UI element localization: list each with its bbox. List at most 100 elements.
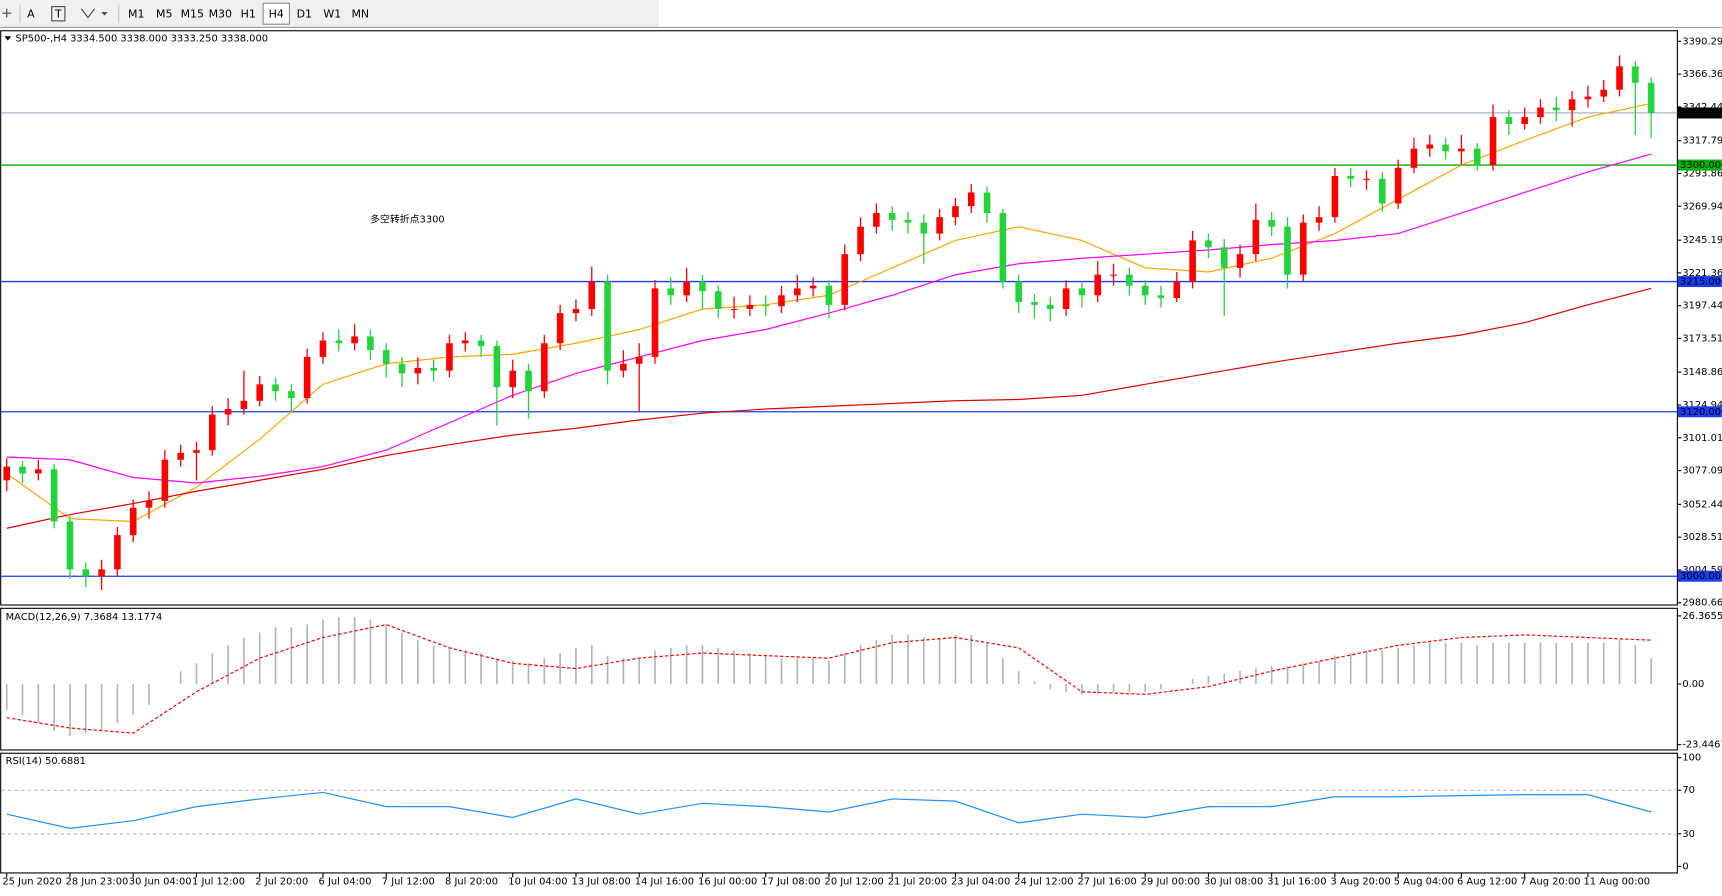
candle-body — [952, 206, 959, 218]
x-tick-label: 20 Jul 12:00 — [825, 877, 884, 888]
timeframe-button[interactable]: M1 — [128, 7, 144, 20]
level-label: 3000.000 — [1680, 571, 1722, 582]
chart-area: 3390.290 3366.365 3342.440 3317.790 3293.865… — [0, 30, 1722, 888]
timeframe-button[interactable]: M30 — [209, 7, 232, 20]
shapes-tool[interactable] — [80, 8, 96, 19]
candle-body — [714, 291, 722, 309]
candle-body — [1268, 219, 1275, 227]
panel-frame — [0, 607, 1678, 751]
x-tick-label: 25 Jun 2020 — [2, 877, 61, 888]
candle-body — [50, 469, 58, 522]
candle-body — [1489, 117, 1497, 166]
candle-body — [208, 414, 216, 451]
candle-body — [588, 281, 596, 309]
candle-body — [1410, 148, 1418, 168]
timeframe-button[interactable]: W1 — [323, 7, 341, 20]
candle-body — [1347, 176, 1355, 179]
candle-body — [541, 343, 548, 392]
y-tick-label: 3101.015 — [1682, 433, 1722, 444]
candle-body — [556, 313, 564, 344]
candle-body — [1047, 304, 1054, 309]
timeframe-button[interactable]: D1 — [297, 7, 312, 20]
x-tick-label: 7 Aug 20:00 — [1520, 877, 1580, 888]
candle-body — [1552, 107, 1560, 111]
candle-body — [604, 281, 611, 371]
candle-body — [1126, 274, 1133, 286]
y-tick-label: -23.4467 — [1682, 740, 1722, 751]
candle-body — [1252, 219, 1260, 255]
level-label: 3300.000 — [1680, 160, 1722, 171]
candle-body — [572, 308, 580, 314]
candle-body — [809, 285, 817, 289]
y-tick-label: 3269.940 — [1682, 201, 1722, 212]
candle-body — [1458, 148, 1465, 152]
candle-body — [983, 192, 991, 214]
y-tick-label: 3173.515 — [1682, 333, 1722, 344]
x-tick-label: 2 Jul 20:00 — [255, 877, 308, 888]
candle-body — [145, 500, 153, 508]
toolbar-bg — [0, 0, 659, 28]
candle-body — [1647, 82, 1655, 113]
candle-body — [999, 213, 1007, 282]
candle-body — [1616, 66, 1623, 90]
candle-body — [509, 370, 516, 388]
y-tick-label: 3366.365 — [1682, 69, 1722, 80]
panel-frame — [0, 752, 1678, 874]
y-tick-label: 3317.790 — [1682, 136, 1722, 147]
candle-body — [1394, 167, 1402, 204]
x-tick-label: 6 Jul 04:00 — [319, 877, 372, 888]
y-tick-label: 0.00 — [1682, 679, 1704, 690]
y-tick-label: 26.3655 — [1682, 611, 1722, 622]
candle-body — [446, 343, 453, 371]
candle-body — [936, 217, 943, 234]
y-tick-label: 3148.865 — [1682, 367, 1722, 378]
candle-body — [1284, 226, 1291, 275]
candle-body — [1315, 217, 1323, 223]
candle-body — [967, 192, 975, 207]
timeframe-button[interactable]: M15 — [181, 7, 204, 20]
x-tick-label: 1 Jul 12:00 — [192, 877, 245, 888]
indicator-line — [6, 623, 1652, 734]
y-tick-label: 100 — [1682, 753, 1701, 764]
candle-body — [635, 356, 643, 364]
chart-title: SP500-,H4 3334.500 3338.000 3333.250 333… — [16, 33, 269, 44]
dropdown-arrow[interactable] — [101, 12, 108, 16]
current-price-label: 3338.000 — [1680, 108, 1722, 119]
y-tick-label: 3077.090 — [1682, 466, 1722, 477]
y-tick-label: 2980.665 — [1682, 598, 1722, 609]
text-tool[interactable]: A — [27, 7, 35, 20]
candle-body — [1205, 240, 1212, 248]
x-tick-label: 30 Jun 04:00 — [129, 877, 192, 888]
indicator-title: RSI(14) 50.6881 — [6, 756, 86, 767]
x-tick-label: 31 Jul 16:00 — [1267, 877, 1326, 888]
candle-body — [1062, 288, 1070, 309]
candle-body — [256, 384, 264, 401]
timeframe-button[interactable]: H4 — [269, 7, 284, 20]
x-tick-label: 13 Jul 08:00 — [572, 877, 631, 888]
x-tick-label: 23 Jul 04:00 — [951, 877, 1010, 888]
level-label-box — [1677, 276, 1722, 288]
y-tick-label: 3028.515 — [1682, 532, 1722, 543]
y-tick-label: 30 — [1682, 829, 1695, 840]
timeframe-button[interactable]: H1 — [241, 7, 256, 20]
x-tick-label: 14 Jul 16:00 — [635, 877, 694, 888]
level-label: 3120.000 — [1680, 407, 1722, 418]
candle-body — [66, 521, 74, 570]
candle-body — [1299, 222, 1307, 275]
x-tick-label: 27 Jul 16:00 — [1078, 877, 1137, 888]
y-tick-label: 3245.190 — [1682, 235, 1722, 246]
crosshair-icon[interactable] — [2, 8, 12, 18]
candle-body — [98, 569, 105, 577]
candle-body — [477, 340, 485, 346]
candle-body — [873, 213, 880, 227]
timeframe-button[interactable]: M5 — [156, 7, 172, 20]
timeframe-button[interactable]: MN — [351, 7, 369, 20]
label-tool[interactable]: T — [54, 7, 62, 20]
candle-body — [177, 452, 184, 460]
candle-body — [1220, 247, 1228, 268]
candle-body — [794, 288, 801, 296]
x-tick-label: 28 Jun 23:00 — [66, 877, 129, 888]
candle-body — [240, 400, 248, 410]
level-label-box — [1677, 406, 1722, 418]
x-tick-label: 10 Jul 04:00 — [508, 877, 567, 888]
